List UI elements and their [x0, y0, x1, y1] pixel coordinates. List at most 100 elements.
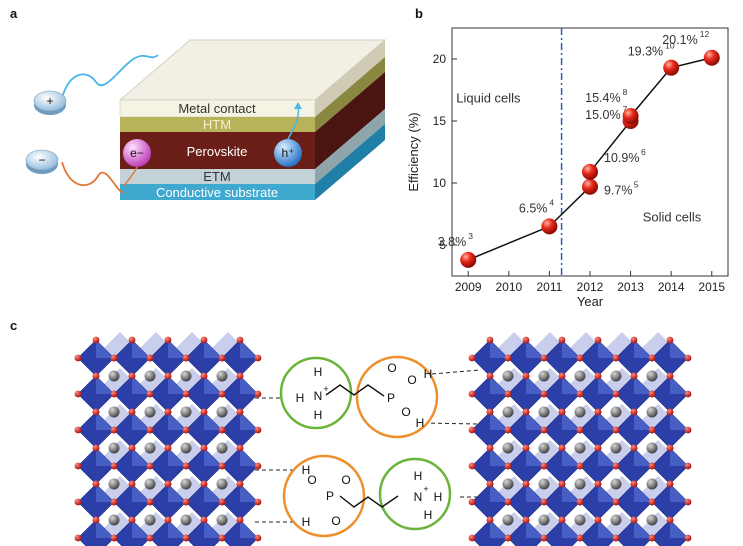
- halide-atom: [486, 408, 494, 416]
- region-label-solid: Solid cells: [643, 209, 702, 224]
- octahedron-face: [562, 340, 580, 358]
- halide-atom: [128, 372, 136, 380]
- halide-atom: [110, 462, 118, 470]
- etm-layer: [120, 169, 315, 184]
- halide-atom: [254, 354, 262, 362]
- cation-atom: [574, 370, 586, 382]
- cation-atom: [216, 370, 228, 382]
- cation-atom: [538, 478, 550, 490]
- halide-atom: [540, 390, 548, 398]
- x-tick-label: 2015: [698, 280, 725, 294]
- x-tick-label: 2013: [617, 280, 644, 294]
- halide-atom: [576, 390, 584, 398]
- octahedron-face: [132, 520, 150, 538]
- halide-atom: [486, 480, 494, 488]
- halide-atom: [486, 372, 494, 380]
- cation-atom: [610, 370, 622, 382]
- halide-atom: [594, 372, 602, 380]
- halide-atom: [504, 498, 512, 506]
- cation-atom: [108, 370, 120, 382]
- halide-atom: [182, 462, 190, 470]
- cation-atom: [574, 514, 586, 526]
- octahedron-face: [240, 340, 258, 358]
- panel-label-a: a: [10, 6, 18, 21]
- halide-atom: [128, 480, 136, 488]
- octahedron-face: [204, 412, 222, 430]
- halide-atom: [236, 336, 244, 344]
- x-axis-title: Year: [577, 294, 604, 309]
- halide-atom: [468, 426, 476, 434]
- data-points: 3.8% 36.5% 49.7% 510.9% 615.0% 715.4% 819.3% 10…: [438, 29, 720, 268]
- octahedron-face: [670, 448, 688, 466]
- halide-atom: [254, 390, 262, 398]
- cation-atom: [502, 442, 514, 454]
- octahedron-face: [96, 340, 114, 358]
- positive-terminal-label: +: [46, 94, 53, 108]
- halide-atom: [92, 408, 100, 416]
- octahedron-face: [132, 376, 150, 394]
- octahedron-face: [598, 520, 616, 538]
- halide-atom: [540, 498, 548, 506]
- halide-atom: [504, 462, 512, 470]
- halide-atom: [236, 372, 244, 380]
- nitrogen-atom: N: [414, 490, 423, 504]
- halide-atom: [648, 354, 656, 362]
- octahedron-face: [526, 340, 544, 358]
- halide-atom: [684, 462, 692, 470]
- alkyl-chain-bottom: [339, 495, 399, 508]
- octahedron-face: [168, 412, 186, 430]
- x-tick-label: 2009: [455, 280, 482, 294]
- substrate-layer: [120, 184, 315, 200]
- octahedron-face: [562, 448, 580, 466]
- halide-atom: [110, 390, 118, 398]
- octahedron-face: [598, 412, 616, 430]
- oxygen-atom: O: [407, 373, 416, 387]
- halide-atom: [522, 336, 530, 344]
- halide-atom: [558, 408, 566, 416]
- halide-atom: [164, 516, 172, 524]
- cation-atom: [646, 406, 658, 418]
- halide-atom: [182, 390, 190, 398]
- data-label: 6.5%: [519, 201, 548, 215]
- y-tick-label: 20: [433, 52, 447, 66]
- data-point: [622, 108, 639, 125]
- octahedron-face: [526, 412, 544, 430]
- electron-sphere: [123, 139, 151, 167]
- etm-label: ETM: [203, 169, 230, 184]
- halide-atom: [630, 408, 638, 416]
- halide-atom: [594, 516, 602, 524]
- octahedron-face: [634, 520, 652, 538]
- octahedron-face: [670, 484, 688, 502]
- x-tick-label: 2011: [537, 280, 563, 294]
- octahedron-face: [204, 376, 222, 394]
- cation-atom: [108, 478, 120, 490]
- octahedron-face: [96, 376, 114, 394]
- etm-side: [315, 109, 385, 184]
- halide-atom: [486, 444, 494, 452]
- octahedron-face: [168, 484, 186, 502]
- halide-atom: [612, 390, 620, 398]
- charge-sign: +: [323, 384, 328, 394]
- octahedron-face: [562, 412, 580, 430]
- phosphorus-atom: P: [387, 391, 395, 405]
- octahedron-face: [634, 340, 652, 358]
- halide-atom: [684, 426, 692, 434]
- halide-atom: [218, 534, 226, 542]
- cation-atom: [538, 406, 550, 418]
- halide-atom: [594, 408, 602, 416]
- halide-atom: [74, 498, 82, 506]
- cation-atom: [610, 406, 622, 418]
- octahedron-face: [562, 484, 580, 502]
- octahedron-face: [204, 340, 222, 358]
- halide-atom: [200, 336, 208, 344]
- hole-arrow-head: [294, 102, 302, 109]
- phosphonate-circle-bottom: [282, 454, 366, 538]
- cation-atom: [646, 478, 658, 490]
- halide-atom: [468, 534, 476, 542]
- halide-atom: [254, 462, 262, 470]
- y-axis-title: Efficiency (%): [406, 112, 421, 191]
- octahedron-face: [168, 448, 186, 466]
- cation-atom: [144, 514, 156, 526]
- oxygen-atom: O: [331, 514, 340, 528]
- htm-label: HTM: [203, 117, 231, 132]
